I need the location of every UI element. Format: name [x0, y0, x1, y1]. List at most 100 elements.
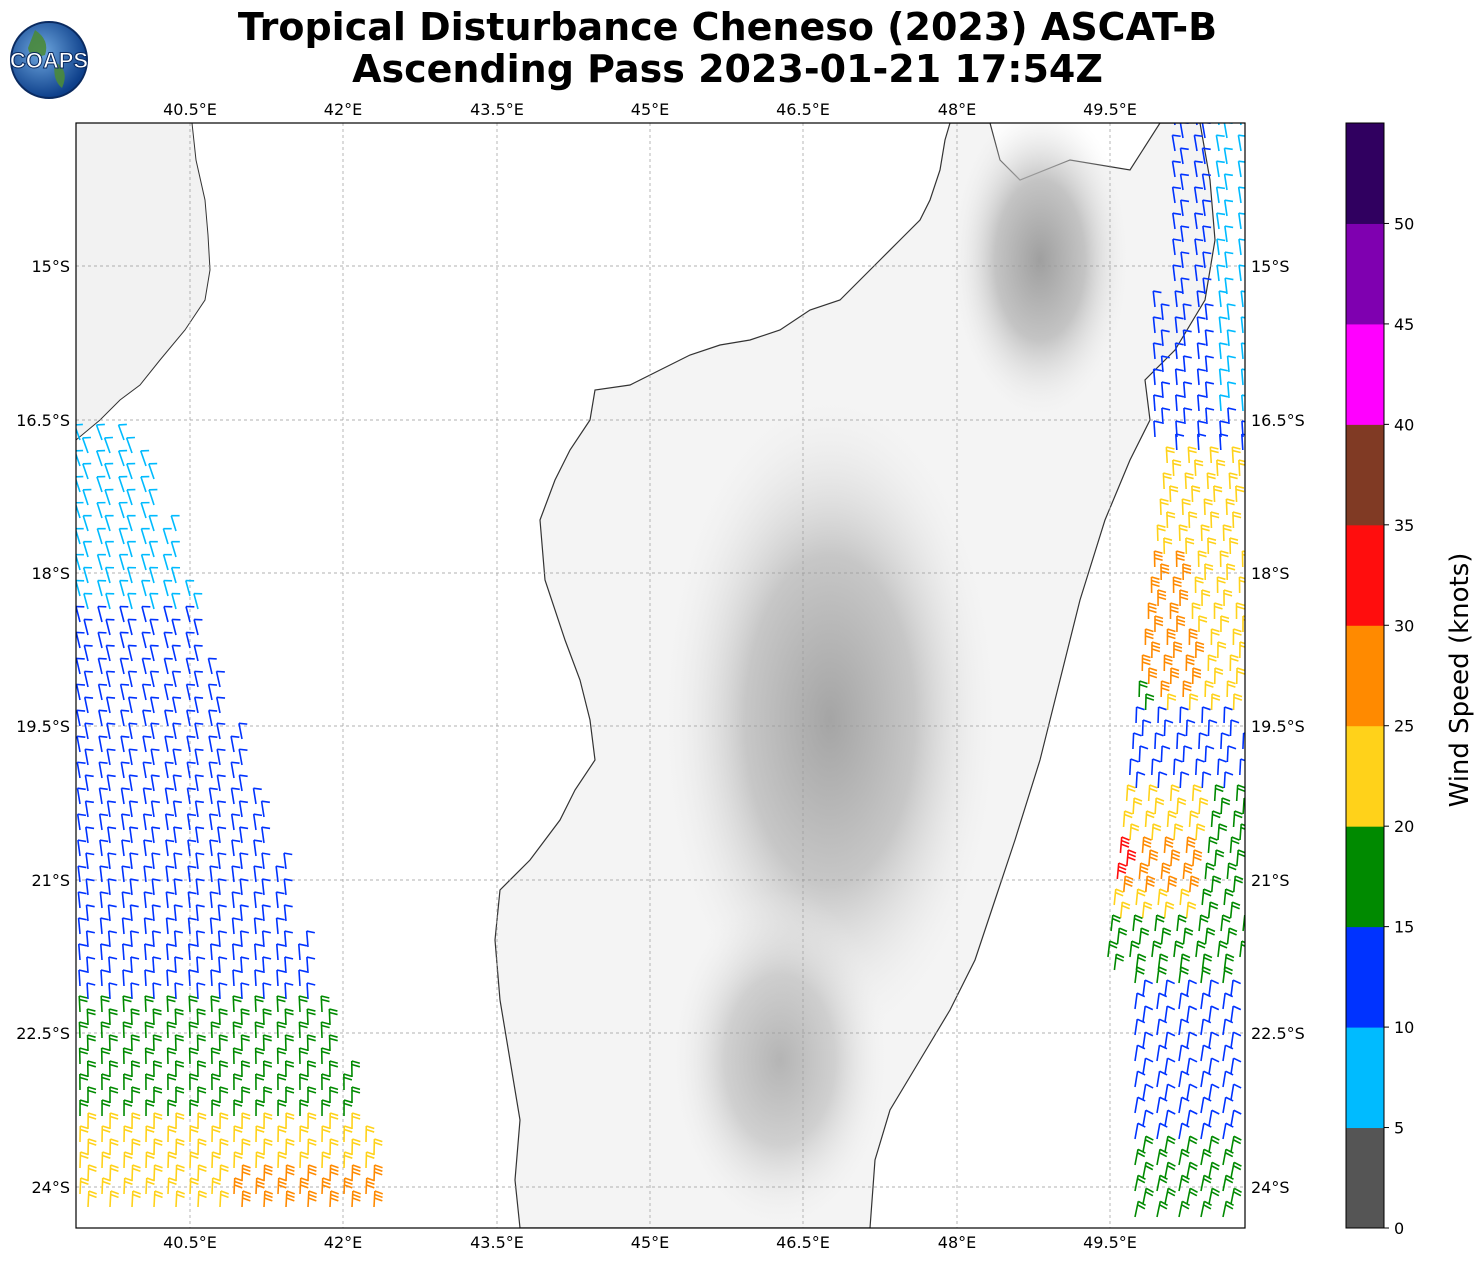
wind-barb: [185, 605, 195, 623]
wind-barb: [1208, 1109, 1220, 1127]
wind-barb: [1207, 654, 1217, 672]
wind-barb: [1184, 472, 1194, 490]
wind-barb: [76, 709, 86, 727]
wind-barb: [1195, 940, 1206, 958]
wind-barb: [329, 1164, 339, 1182]
wind-barb: [1223, 589, 1233, 607]
wind-barb: [1185, 537, 1195, 555]
wind-barb: [98, 709, 108, 727]
wind-barb: [174, 1060, 185, 1078]
wind-barb: [254, 1021, 264, 1039]
wind-barb: [1222, 1200, 1235, 1218]
wind-barb: [101, 1177, 111, 1195]
colorbar-bin: [1346, 1027, 1384, 1129]
wind-barb: [1169, 602, 1179, 620]
wind-barb: [1144, 810, 1155, 828]
wind-barb: [284, 1008, 294, 1026]
wind-barb: [320, 1047, 330, 1065]
wind-barb: [307, 1164, 317, 1182]
wind-barb: [306, 956, 316, 974]
wind-barb: [1156, 524, 1166, 542]
wind-barb: [140, 527, 150, 545]
wind-barb: [121, 839, 131, 857]
wind-barb: [1142, 1161, 1154, 1179]
colorbar-bin: [1346, 123, 1384, 224]
wind-barb: [1219, 550, 1229, 568]
wind-barb: [299, 1125, 309, 1143]
wind-barb: [123, 1099, 133, 1117]
wind-barb: [1186, 1005, 1198, 1023]
wind-barb: [216, 774, 226, 792]
wind-barb: [1176, 732, 1186, 750]
wind-barb: [1134, 992, 1146, 1010]
wind-barb: [1164, 1109, 1176, 1127]
colorbar-bin: [1346, 1127, 1384, 1229]
lon-tick-label: 46.5°E: [776, 1233, 830, 1252]
wind-barb: [83, 618, 93, 636]
wind-barb: [1179, 589, 1189, 607]
wind-barb: [306, 1060, 317, 1078]
wind-barb: [1231, 446, 1241, 464]
wind-barb: [1188, 511, 1198, 529]
wind-barb: [83, 696, 94, 714]
wind-barb: [1134, 1148, 1146, 1166]
wind-barb: [1230, 979, 1242, 997]
wind-barb: [1186, 1031, 1198, 1049]
wind-barb: [148, 566, 159, 584]
wind-barb: [1200, 524, 1210, 542]
wind-barb: [188, 1047, 198, 1065]
wind-barb: [343, 1125, 353, 1143]
wind-barb: [1163, 901, 1175, 919]
wind-barb: [119, 657, 129, 675]
wind-barb: [109, 1190, 119, 1208]
wind-barb: [1246, 148, 1254, 164]
wind-barb: [1217, 758, 1227, 776]
wind-barb: [1186, 1083, 1198, 1101]
wind-barb: [1208, 1187, 1220, 1205]
colorbar-tick-label: 5: [1394, 1119, 1404, 1138]
wind-barb: [276, 969, 286, 987]
wind-barb: [144, 1047, 154, 1065]
wind-barb: [275, 943, 286, 961]
wind-barb: [1166, 810, 1177, 828]
wind-barb: [219, 1138, 229, 1156]
wind-barb: [365, 1151, 375, 1169]
wind-barb: [86, 982, 96, 1000]
wind-barb: [208, 761, 218, 779]
wind-barb: [105, 670, 115, 688]
wind-barb: [127, 696, 138, 714]
wind-barb: [1156, 1044, 1168, 1062]
wind-barb: [196, 1060, 207, 1078]
wind-barb: [276, 1047, 286, 1065]
wind-barb: [350, 1060, 361, 1078]
wind-barb: [230, 787, 240, 805]
wind-barb: [170, 566, 181, 584]
wind-barb: [165, 917, 175, 935]
wind-barb: [148, 514, 158, 532]
wind-barb: [1160, 329, 1170, 347]
wind-barb: [187, 891, 197, 909]
wind-barb: [210, 1047, 220, 1065]
colorbar-tick-label: 10: [1394, 1018, 1414, 1037]
wind-barb: [196, 1008, 206, 1026]
wind-barb: [1225, 498, 1235, 516]
wind-barb: [185, 579, 195, 597]
wind-barb: [219, 1112, 229, 1130]
wind-barb: [175, 1086, 185, 1104]
wind-barb: [1182, 381, 1193, 399]
wind-barb: [329, 1112, 339, 1130]
wind-barb: [261, 904, 271, 922]
wind-barb: [150, 748, 160, 766]
wind-barb: [101, 1151, 111, 1169]
wind-barb: [241, 1138, 251, 1156]
wind-barb: [175, 1190, 185, 1208]
wind-barb: [172, 722, 182, 740]
wind-barb: [1164, 1187, 1176, 1205]
wind-barb: [129, 904, 139, 922]
wind-barb: [1237, 134, 1245, 152]
wind-barb: [97, 579, 107, 597]
wind-barb: [142, 813, 153, 831]
wind-barb: [1240, 290, 1245, 308]
wind-barb: [1198, 732, 1208, 750]
